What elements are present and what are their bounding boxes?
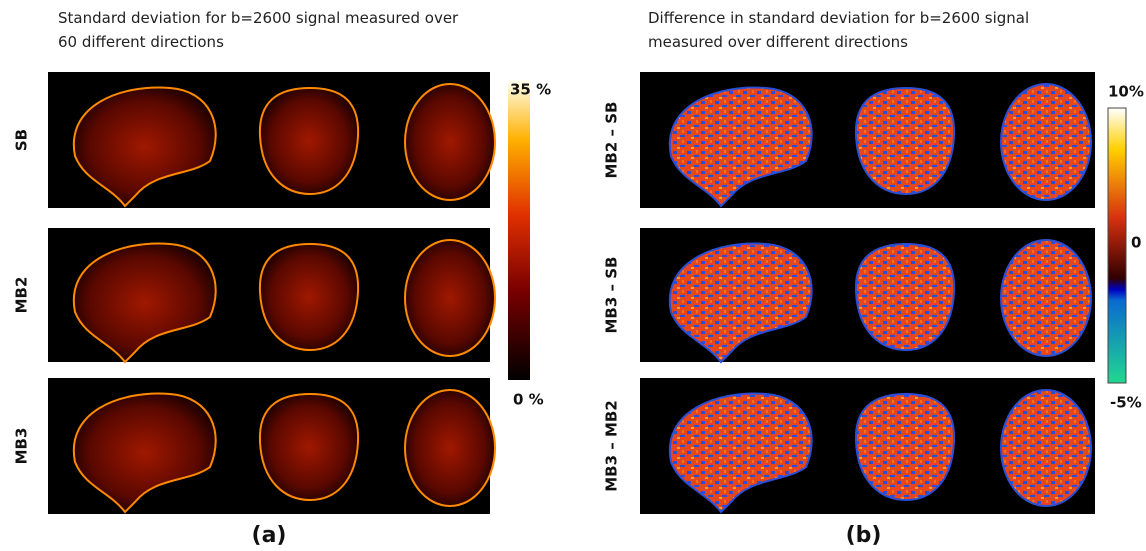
row-label: MB2 — [13, 277, 31, 314]
row-label: MB3 – SB — [603, 257, 621, 334]
axial-slice — [1001, 390, 1091, 506]
coronal-slice — [260, 394, 358, 500]
coronal-slice — [856, 88, 954, 194]
panel-label: (a) — [252, 523, 287, 548]
colorbar-label: 35 % — [510, 81, 551, 99]
colorbar-label: 10% — [1108, 83, 1144, 101]
colorbar — [508, 80, 530, 380]
axial-slice — [405, 390, 495, 506]
panel-label: (b) — [846, 523, 882, 548]
row-label: MB3 — [13, 428, 31, 465]
panel-title: measured over different directions — [648, 33, 908, 51]
coronal-slice — [856, 394, 954, 500]
coronal-slice — [260, 244, 358, 350]
axial-slice — [405, 240, 495, 356]
row-label: MB2 – SB — [603, 102, 621, 179]
colorbar-label: -5% — [1110, 394, 1142, 412]
row-label: SB — [13, 129, 31, 151]
axial-slice — [1001, 240, 1091, 356]
axial-slice — [1001, 84, 1091, 200]
colorbar-label: 0 — [1131, 234, 1141, 252]
panel-title: Difference in standard deviation for b=2… — [648, 9, 1029, 27]
figure: Standard deviation for b=2600 signal mea… — [0, 0, 1146, 551]
row-label: MB3 – MB2 — [603, 400, 621, 492]
coronal-slice — [856, 244, 954, 350]
panel-title: 60 different directions — [58, 33, 224, 51]
colorbar-label: 0 % — [513, 391, 544, 409]
coronal-slice — [260, 88, 358, 194]
panel-title: Standard deviation for b=2600 signal mea… — [58, 9, 459, 27]
axial-slice — [405, 84, 495, 200]
colorbar — [1108, 108, 1126, 383]
